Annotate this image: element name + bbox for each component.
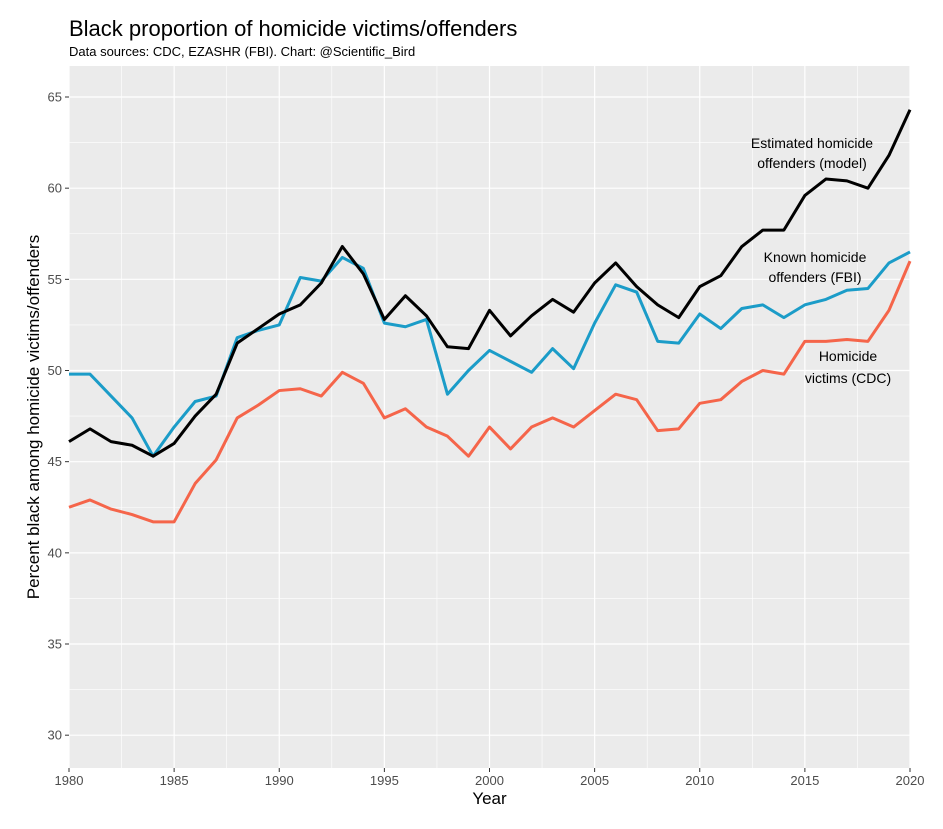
x-tick-label: 1980 (55, 773, 84, 788)
series-line-known-homicide-offenders-fbi (69, 250, 911, 458)
series-annotations: Estimated homicide offenders (model) Known… (751, 135, 891, 386)
major-gridlines (68, 66, 911, 768)
series-lines (68, 109, 912, 524)
y-tick-label: 40 (48, 545, 62, 560)
x-tick-label: 2020 (896, 773, 925, 788)
y-tick-label: 55 (48, 272, 62, 287)
annotation-known-homicide-offenders-fbi-line-2: offenders (FBI) (768, 269, 861, 285)
x-tick-label: 1985 (160, 773, 189, 788)
series-line-homicide-victims-cdc (68, 260, 912, 524)
y-axis-title: Percent black among homicide victims/off… (24, 235, 43, 599)
annotation-estimated-homicide-offenders-model-line-2: offenders (model) (757, 155, 866, 171)
x-tick-label: 2000 (475, 773, 504, 788)
y-axis: 30 35 40 45 50 55 60 65 (48, 89, 69, 743)
y-tick-label: 45 (48, 454, 62, 469)
x-tick-label: 2010 (685, 773, 714, 788)
y-tick-label: 65 (48, 89, 62, 104)
annotation-estimated-homicide-offenders-model-line-1: Estimated homicide (751, 135, 873, 151)
series-line-estimated-homicide-offenders-model (68, 109, 912, 458)
annotation-known-homicide-offenders-fbi-line-1: Known homicide (764, 249, 867, 265)
y-tick-label: 60 (48, 181, 62, 196)
x-tick-label: 2015 (790, 773, 819, 788)
x-tick-label: 1990 (265, 773, 294, 788)
x-tick-label: 2005 (580, 773, 609, 788)
annotation-homicide-victims-cdc-line-2: victims (CDC) (805, 370, 891, 386)
x-axis-title: Year (472, 789, 507, 808)
chart-subtitle: Data sources: CDC, EZASHR (FBI). Chart: … (69, 44, 415, 59)
x-tick-label: 1995 (370, 773, 399, 788)
y-tick-label: 30 (48, 728, 62, 743)
chart-title: Black proportion of homicide victims/off… (69, 16, 517, 41)
y-tick-label: 35 (48, 637, 62, 652)
x-axis: 1980 1985 1990 1995 2000 2005 2010 2015 2020 (55, 768, 925, 788)
y-tick-label: 50 (48, 363, 62, 378)
annotation-homicide-victims-cdc-line-1: Homicide (819, 348, 878, 364)
